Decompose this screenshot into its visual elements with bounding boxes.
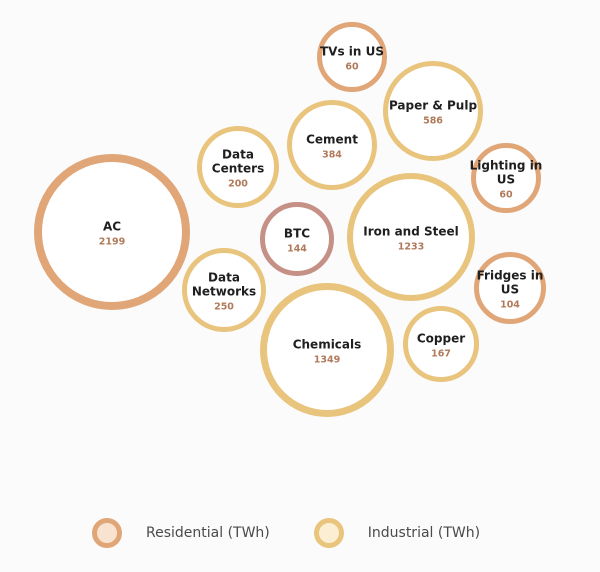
- bubble-circle-tvs-in-us: [317, 22, 387, 92]
- bubble-circle-paper-pulp: [383, 61, 483, 161]
- bubble-value-data-networks: 250: [214, 302, 234, 313]
- bubble-copper: Copper 167: [403, 306, 479, 382]
- bubble-data-centers: Data Centers 200: [197, 126, 279, 208]
- bubble-value-cement: 384: [322, 150, 342, 161]
- legend-swatch-industrial: [313, 518, 344, 548]
- bubble-label-cement: Cement: [306, 133, 358, 147]
- bubble-chemicals: Chemicals 1349: [260, 283, 394, 417]
- bubble-fridges-in-us: Fridges in US 104: [474, 252, 546, 324]
- bubble-cement: Cement 384: [287, 100, 377, 190]
- bubble-label-iron-and-steel: Iron and Steel: [363, 225, 459, 239]
- bubble-label-chemicals: Chemicals: [293, 338, 362, 352]
- legend: Residential (TWh) Industrial (TWh): [92, 518, 524, 548]
- bubble-circle-btc: [260, 202, 334, 276]
- bubble-circle-chemicals: [260, 283, 394, 417]
- bubble-circle-fridges-in-us: [474, 252, 546, 324]
- bubble-value-iron-and-steel: 1233: [398, 242, 424, 253]
- legend-item-residential: Residential (TWh): [92, 518, 270, 548]
- bubble-circle-data-centers: [197, 126, 279, 208]
- bubble-value-lighting-in-us: 60: [499, 190, 513, 201]
- bubble-label-fridges-in-us: Fridges in US: [477, 269, 544, 297]
- bubble-value-data-centers: 200: [228, 179, 248, 190]
- bubble-btc: BTC 144: [260, 202, 334, 276]
- bubble-circle-ac: [34, 154, 190, 310]
- bubble-value-fridges-in-us: 104: [500, 300, 520, 311]
- legend-swatch-residential: [92, 518, 122, 548]
- bubble-lighting-in-us: Lighting in US 60: [470, 143, 543, 213]
- bubble-value-chemicals: 1349: [314, 355, 340, 366]
- bubble-label-data-centers: Data Centers: [212, 148, 264, 176]
- bubble-paper-pulp: Paper & Pulp 586: [383, 61, 483, 161]
- legend-label-industrial: Industrial (TWh): [367, 525, 481, 541]
- bubble-label-btc: BTC: [284, 227, 310, 241]
- bubble-circle-cement: [287, 100, 377, 190]
- bubble-value-btc: 144: [287, 244, 307, 255]
- bubble-value-copper: 167: [431, 349, 451, 360]
- bubble-data-networks: Data Networks 250: [182, 248, 266, 332]
- bubble-value-paper-pulp: 586: [423, 116, 443, 127]
- bubble-label-copper: Copper: [417, 332, 465, 346]
- bubble-value-ac: 2199: [99, 237, 125, 248]
- bubble-iron-and-steel: Iron and Steel 1233: [347, 173, 475, 301]
- bubble-circle-copper: [403, 306, 479, 382]
- bubble-value-tvs-in-us: 60: [345, 62, 359, 73]
- bubble-circle-data-networks: [182, 248, 266, 332]
- bubble-label-paper-pulp: Paper & Pulp: [389, 99, 477, 113]
- bubble-circle-iron-and-steel: [347, 173, 475, 301]
- bubble-label-data-networks: Data Networks: [192, 271, 256, 299]
- bubble-tvs-in-us: TVs in US 60: [317, 22, 387, 92]
- bubble-label-lighting-in-us: Lighting in US: [470, 159, 543, 187]
- legend-label-residential: Residential (TWh): [146, 525, 270, 541]
- bubble-ac: AC 2199: [34, 154, 190, 310]
- bubble-label-tvs-in-us: TVs in US: [320, 45, 384, 59]
- bubble-circle-lighting-in-us: [471, 143, 541, 213]
- bubble-label-ac: AC: [103, 220, 121, 234]
- legend-item-industrial: Industrial (TWh): [313, 518, 481, 548]
